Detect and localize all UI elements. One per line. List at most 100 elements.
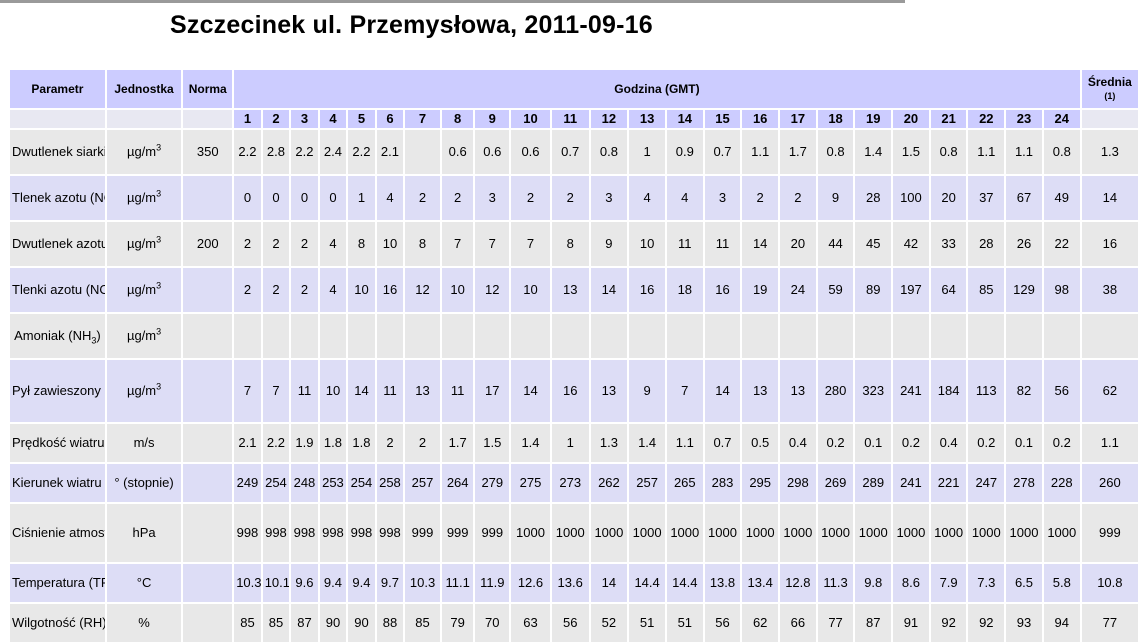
hour-value-cell: 42 <box>893 222 929 266</box>
hour-value-cell: 90 <box>319 604 347 642</box>
hour-value-cell: 13 <box>590 360 628 422</box>
hour-value-cell: 14 <box>511 360 550 422</box>
unit-cell: µg/m3 <box>106 360 182 422</box>
hour-value-cell: 11 <box>376 360 404 422</box>
average-cell: 1.1 <box>1081 424 1138 462</box>
hour-value-cell: 16 <box>551 360 589 422</box>
hour-value-cell: 24 <box>780 268 816 312</box>
hour-value-cell: 0.7 <box>704 130 741 174</box>
hour-value-cell: 62 <box>742 604 779 642</box>
hour-value-cell: 8 <box>551 222 589 266</box>
hour-value-cell: 92 <box>968 604 1005 642</box>
hour-value-cell: 2 <box>234 268 261 312</box>
hour-value-cell: 2.2 <box>291 130 318 174</box>
param-name: Prędkość wiatru (WS) <box>10 424 105 462</box>
average-cell: 77 <box>1081 604 1138 642</box>
hour-header: 19 <box>855 110 892 128</box>
hour-value-cell: 8.6 <box>893 564 929 602</box>
hour-value-cell: 1 <box>629 130 665 174</box>
hour-value-cell: 0.2 <box>968 424 1005 462</box>
param-name: Dwutlenek azotu (NO2) <box>10 222 105 266</box>
hour-value-cell: 10 <box>511 268 550 312</box>
hour-value-cell: 13 <box>551 268 589 312</box>
hour-header: 12 <box>590 110 628 128</box>
param-name-suffix: ) <box>96 328 101 343</box>
param-name: Kierunek wiatru (WD) <box>10 464 105 502</box>
unit-cell: µg/m3 <box>106 222 182 266</box>
hour-value-cell: 11 <box>441 360 474 422</box>
unit-cell: µg/m3 <box>106 130 182 174</box>
param-name-text: Dwutlenek azotu (NO <box>12 236 105 251</box>
unit-cell: µg/m3 <box>106 314 182 358</box>
hour-value-cell: 63 <box>511 604 550 642</box>
hour-value-cell: 323 <box>855 360 892 422</box>
hour-value-cell: 0 <box>291 176 318 220</box>
norm-cell <box>183 604 233 642</box>
unit-superscript: 3 <box>156 326 162 337</box>
hour-value-cell: 37 <box>968 176 1005 220</box>
hour-value-cell: 19 <box>742 268 779 312</box>
hour-value-cell: 254 <box>262 464 290 502</box>
hour-value-cell: 1.4 <box>855 130 892 174</box>
unit-cell: µg/m3 <box>106 176 182 220</box>
hour-value-cell <box>376 314 404 358</box>
hour-value-cell: 1000 <box>1006 504 1042 562</box>
hour-value-cell: 2 <box>405 176 440 220</box>
average-cell: 14 <box>1081 176 1138 220</box>
table-body: Dwutlenek siarki (SO2)µg/m33502.22.82.22… <box>10 130 1138 642</box>
hour-value-cell: 10.3 <box>234 564 261 602</box>
param-name: Pył zawieszony (PM10) <box>10 360 105 422</box>
hour-value-cell: 2 <box>291 222 318 266</box>
hour-value-cell <box>817 314 854 358</box>
hour-value-cell: 1.1 <box>1006 130 1042 174</box>
hour-value-cell: 16 <box>629 268 665 312</box>
hour-value-cell: 45 <box>855 222 892 266</box>
hours-row: 1 2 3 4 5 6 7 8 9 10 11 12 13 14 15 16 17 18 19 20 21 22 23 24 <box>10 110 1138 128</box>
hour-header: 3 <box>291 110 318 128</box>
hour-value-cell: 273 <box>551 464 589 502</box>
hour-value-cell: 1.1 <box>666 424 703 462</box>
hour-value-cell: 265 <box>666 464 703 502</box>
unit-text: % <box>138 615 150 630</box>
hour-value-cell: 7 <box>666 360 703 422</box>
header-jednostka: Jednostka <box>106 70 182 108</box>
hour-value-cell: 9.6 <box>291 564 318 602</box>
hour-header: 22 <box>968 110 1005 128</box>
hour-value-cell <box>551 314 589 358</box>
hour-value-cell: 197 <box>893 268 929 312</box>
hour-value-cell: 13 <box>742 360 779 422</box>
hour-value-cell: 10 <box>629 222 665 266</box>
hour-value-cell: 20 <box>780 222 816 266</box>
param-name-text: Tlenek azotu (NO) <box>12 190 105 205</box>
hour-value-cell: 59 <box>817 268 854 312</box>
table-row: Dwutlenek azotu (NO2)µg/m320022248108777… <box>10 222 1138 266</box>
hour-value-cell: 0.2 <box>893 424 929 462</box>
hour-value-cell <box>893 314 929 358</box>
hour-value-cell: 999 <box>441 504 474 562</box>
hour-value-cell: 82 <box>1006 360 1042 422</box>
hour-value-cell: 7 <box>234 360 261 422</box>
param-name-text: Tlenki azotu (NO <box>12 282 105 297</box>
average-cell: 38 <box>1081 268 1138 312</box>
hour-value-cell: 0.6 <box>441 130 474 174</box>
hour-value-cell: 0.8 <box>817 130 854 174</box>
hour-value-cell: 248 <box>291 464 318 502</box>
hour-value-cell: 0.1 <box>1006 424 1042 462</box>
norm-cell <box>183 424 233 462</box>
hour-value-cell: 129 <box>1006 268 1042 312</box>
hour-value-cell: 14 <box>742 222 779 266</box>
header-srednia: Średnia (1) <box>1081 70 1138 108</box>
param-name: Tlenki azotu (NOx) <box>10 268 105 312</box>
average-cell: 260 <box>1081 464 1138 502</box>
hour-value-cell: 28 <box>855 176 892 220</box>
table-row: Amoniak (NH3) µg/m3 <box>10 314 1138 358</box>
hour-header: 5 <box>348 110 375 128</box>
unit-cell: µg/m3 <box>106 268 182 312</box>
hour-header: 4 <box>319 110 347 128</box>
table-row: Tlenki azotu (NOx)µg/m322241016121012101… <box>10 268 1138 312</box>
hour-value-cell: 2.2 <box>234 130 261 174</box>
hour-value-cell: 262 <box>590 464 628 502</box>
hour-value-cell: 14.4 <box>666 564 703 602</box>
hour-value-cell: 998 <box>234 504 261 562</box>
hour-value-cell: 13.6 <box>551 564 589 602</box>
